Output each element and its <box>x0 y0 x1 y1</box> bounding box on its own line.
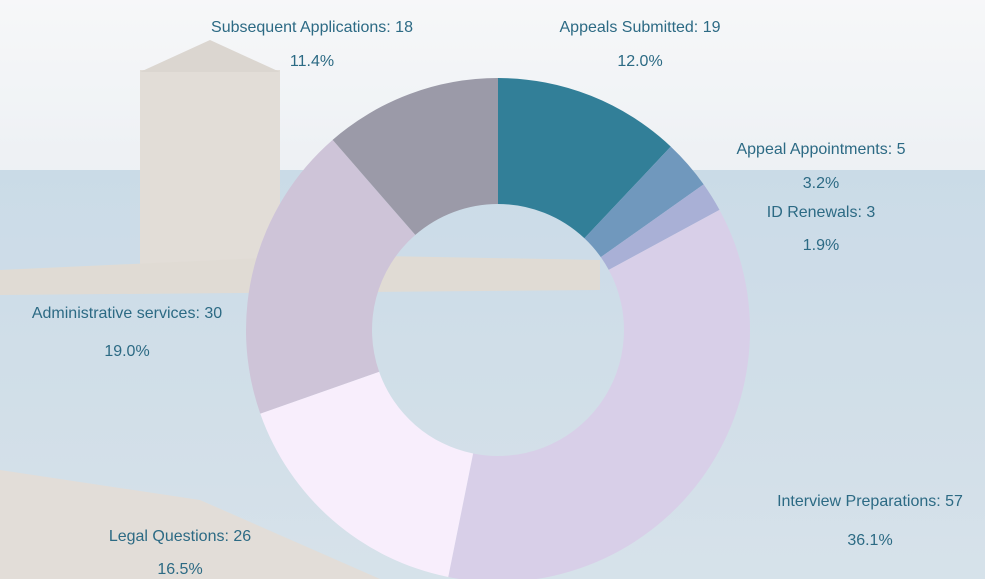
rocks <box>0 470 380 579</box>
slice-label: Appeals Submitted: 19 <box>560 19 721 36</box>
slice-label: ID Renewals: 3 <box>767 204 876 221</box>
percent-label: 16.5% <box>157 561 202 578</box>
slice <box>332 78 498 235</box>
slice-label: Legal Questions: 26 <box>109 528 251 545</box>
slice-label: Subsequent Applications: 18 <box>211 19 413 36</box>
percent-label: 19.0% <box>104 343 149 360</box>
percent-label: 3.2% <box>803 175 839 192</box>
slice-label: Interview Preparations: 57 <box>777 493 963 510</box>
percent-label: 12.0% <box>617 53 662 70</box>
slice-label: Appeal Appointments: 5 <box>736 141 905 158</box>
slice <box>448 209 750 579</box>
slice <box>498 78 671 239</box>
percent-label: 11.4% <box>290 53 334 70</box>
percent-label: 1.9% <box>803 237 839 254</box>
slice <box>246 139 416 414</box>
windmill-roof <box>140 40 280 72</box>
percent-label: 36.1% <box>847 532 892 549</box>
slice-label: Administrative services: 30 <box>32 305 222 322</box>
slice <box>600 184 720 270</box>
windmill <box>140 70 280 280</box>
slice <box>584 146 704 258</box>
slice <box>260 371 474 578</box>
